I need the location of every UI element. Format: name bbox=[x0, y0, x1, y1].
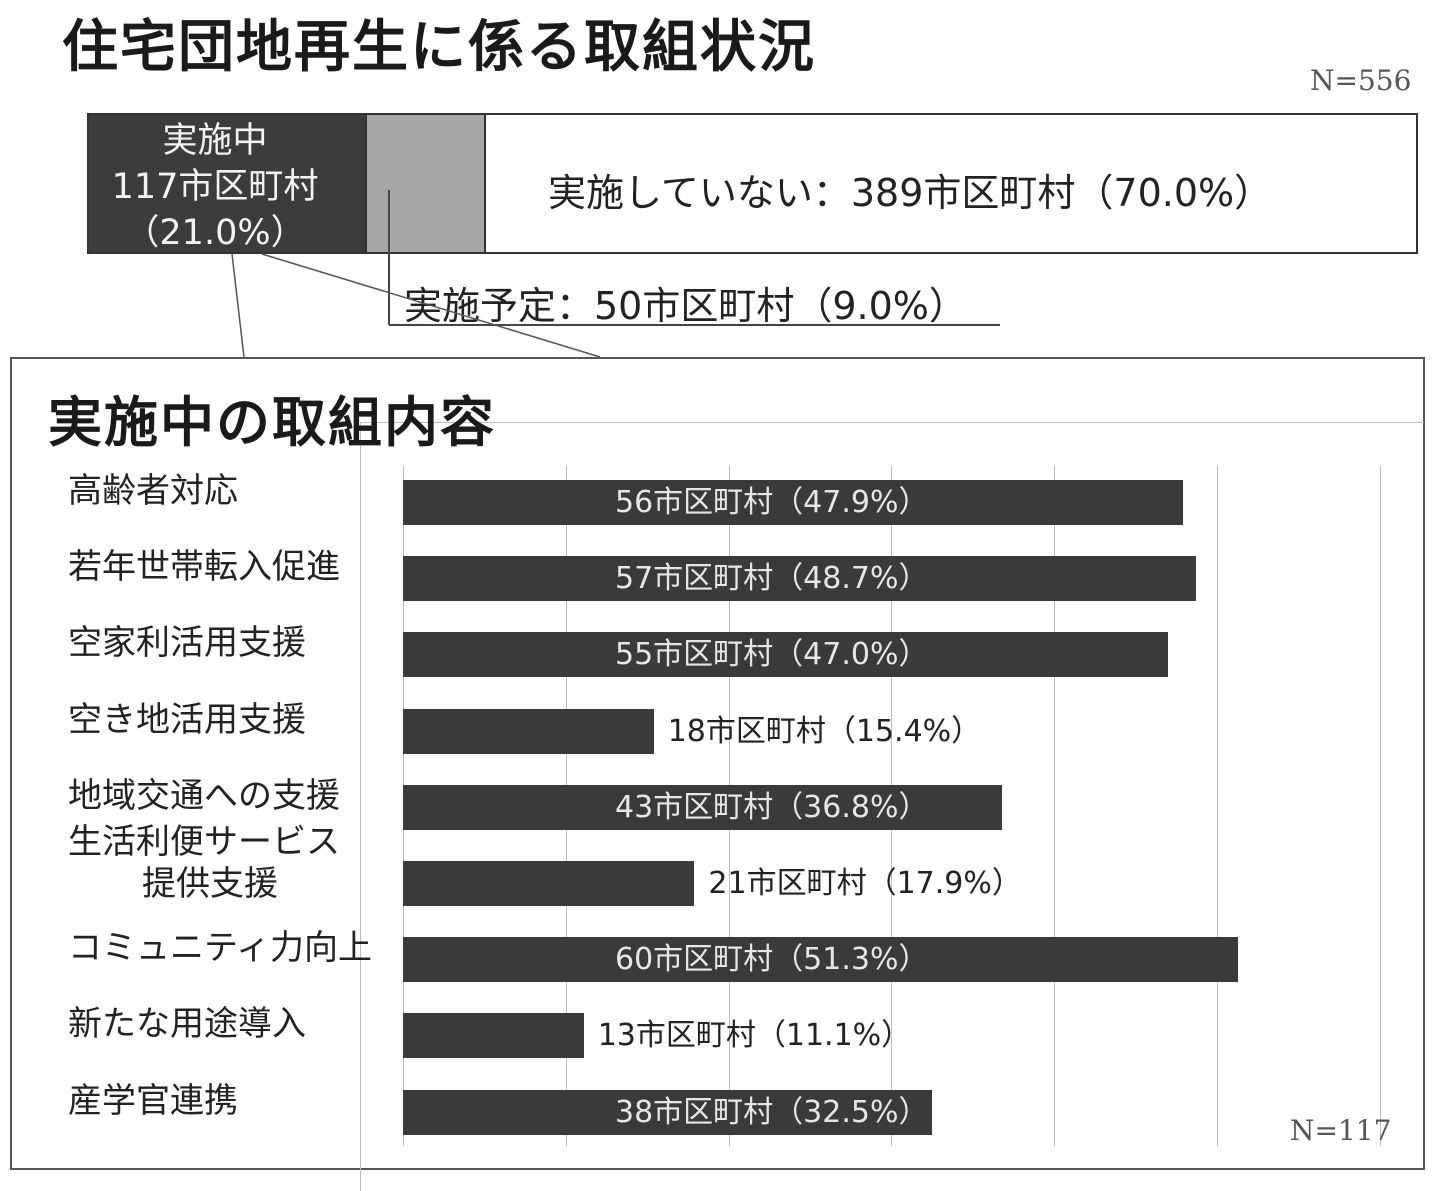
bar bbox=[403, 1013, 584, 1059]
bar bbox=[403, 708, 654, 754]
data-label: 21市区町村（17.9%） bbox=[708, 866, 1022, 901]
bar bbox=[403, 556, 1196, 602]
category-label: 空家利活用支援 bbox=[68, 623, 306, 664]
bar bbox=[403, 937, 1239, 983]
category-label: 産学官連携 bbox=[68, 1080, 238, 1121]
category-label-line: 提供支援 bbox=[142, 864, 278, 904]
subchart-title: 実施中の取組内容 bbox=[48, 391, 496, 454]
chart-title: 住宅団地再生に係る取組状況 bbox=[62, 15, 816, 80]
data-label: 55市区町村（47.0%） bbox=[615, 637, 929, 673]
zoom-line-left bbox=[231, 253, 245, 358]
data-label: 18市区町村（15.4%） bbox=[667, 713, 982, 749]
category-label: 新たな用途導入 bbox=[68, 1004, 306, 1045]
bar bbox=[403, 480, 1183, 525]
segment-planned-label: 実施予定：50市区町村（9.0%） bbox=[404, 284, 967, 328]
data-label: 38市区町村（32.5%） bbox=[615, 1094, 929, 1130]
bar bbox=[403, 1089, 933, 1135]
segment-not-active-label: 実施していない：389市区町村（70.0%） bbox=[548, 171, 1273, 215]
sample-size-top: N=556 bbox=[1310, 64, 1412, 97]
active-label-line1: 実施中 bbox=[162, 121, 268, 161]
category-label: 高齢者対応 bbox=[68, 471, 238, 511]
segment-active bbox=[87, 113, 367, 254]
data-label: 60市区町村（51.3%） bbox=[615, 942, 929, 978]
segment-planned bbox=[367, 113, 486, 254]
category-label: 地域交通への支援 bbox=[68, 775, 340, 816]
detail-panel bbox=[10, 357, 1425, 1170]
active-label-line3: （21.0%） bbox=[124, 213, 306, 253]
category-label: 生活利便サービス 提供支援 bbox=[68, 821, 340, 905]
plot-area bbox=[360, 422, 1424, 1191]
data-label: 56市区町村（47.9%） bbox=[615, 485, 929, 520]
bar bbox=[403, 632, 1169, 678]
zoom-line-right bbox=[261, 253, 601, 358]
gridline-5 bbox=[1217, 466, 1218, 1146]
data-label: 57市区町村（48.7%） bbox=[615, 561, 929, 597]
data-label: 43市区町村（36.8%） bbox=[615, 789, 929, 825]
bar bbox=[403, 784, 1003, 830]
category-label: 若年世帯転入促進 bbox=[68, 547, 340, 588]
category-label: 空き地活用支援 bbox=[68, 699, 306, 740]
sample-size-bottom: N=117 bbox=[1290, 1114, 1392, 1147]
active-label-line2: 117市区町村 bbox=[111, 167, 319, 207]
segment-active-label: 実施中 117市区町村 （21.0%） bbox=[87, 118, 343, 256]
gridline-6 bbox=[1379, 466, 1381, 1146]
data-label: 13市区町村（11.1%） bbox=[597, 1018, 912, 1054]
category-label: コミュニティ力向上 bbox=[68, 928, 372, 969]
bar bbox=[403, 861, 695, 906]
gridline-4 bbox=[1054, 466, 1056, 1146]
category-label-line: 生活利便サービス bbox=[68, 822, 340, 862]
